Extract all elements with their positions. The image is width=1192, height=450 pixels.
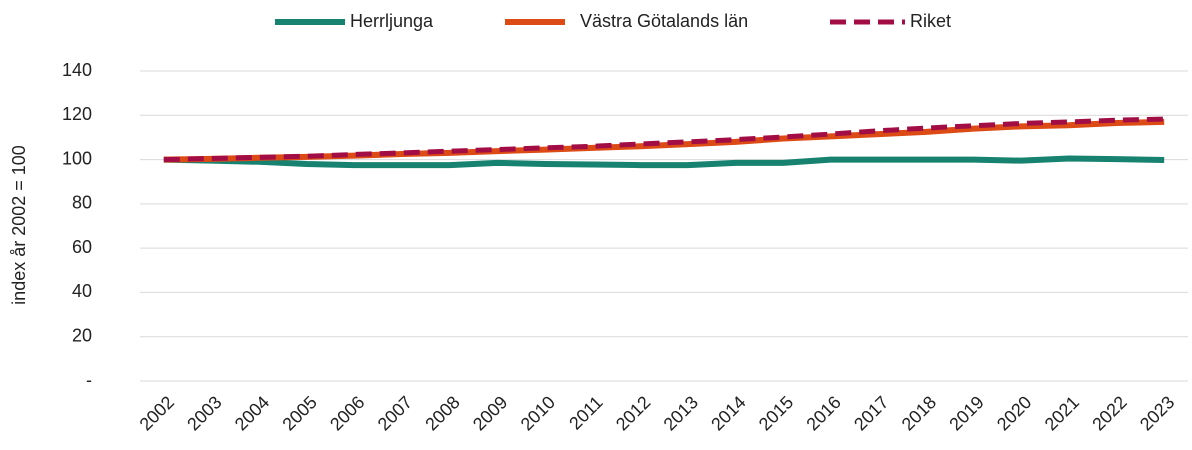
x-tick-label: 2003 [183,392,225,434]
y-tick-label: 80 [72,193,92,213]
x-tick-label: 2009 [469,392,511,434]
x-tick-label: 2016 [802,392,844,434]
x-tick-label: 2008 [421,392,463,434]
x-tick-label: 2017 [850,392,892,434]
x-tick-label: 2004 [231,392,273,434]
x-tick-label: 2002 [136,392,178,434]
x-tick-label: 2010 [517,392,559,434]
x-tick-label: 2022 [1088,392,1130,434]
line [163,118,1165,163]
x-tick-label: 2007 [374,392,416,434]
y-axis-label: index år 2002 = 100 [9,145,29,305]
y-tick-label: 40 [72,281,92,301]
line [163,116,1165,163]
legend-label: Herrljunga [350,11,434,31]
y-tick-label: - [86,370,92,390]
x-tick-label: 2006 [326,392,368,434]
y-tick-label: 20 [72,325,92,345]
x-tick-label: 2021 [1041,392,1083,434]
x-tick-label: 2014 [707,392,749,434]
x-tick-label: 2013 [660,392,702,434]
x-tick-label: 2012 [612,392,654,434]
y-tick-label: 100 [62,148,92,168]
y-tick-label: 140 [62,60,92,80]
line [163,155,1165,169]
x-tick-label: 2018 [898,392,940,434]
y-tick-label: 60 [72,237,92,257]
x-tick-label: 2020 [993,392,1035,434]
legend-label: Västra Götalands län [580,11,748,31]
y-tick-label: 120 [62,104,92,124]
legend-label: Riket [910,11,951,31]
x-tick-label: 2015 [755,392,797,434]
x-tick-label: 2023 [1136,392,1178,434]
x-tick-label: 2005 [278,392,320,434]
x-tick-label: 2011 [565,392,607,434]
x-tick-label: 2019 [945,392,987,434]
